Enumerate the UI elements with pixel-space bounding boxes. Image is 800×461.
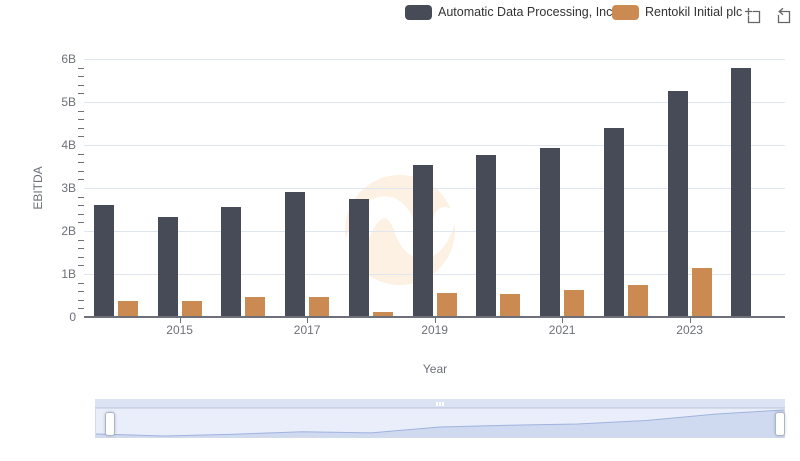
y-minor-tick — [78, 162, 84, 164]
datazoom-move-handle[interactable] — [95, 399, 785, 408]
gridline-3B — [84, 188, 785, 189]
bar-adp-2018[interactable] — [348, 199, 369, 317]
datazoom-right-handle[interactable] — [775, 412, 785, 436]
x-tick-label-2019: 2019 — [421, 323, 448, 337]
y-tick-label-6B: 6B — [61, 52, 76, 66]
bar-rentokil-2019[interactable] — [436, 293, 457, 317]
y-minor-tick — [78, 93, 84, 95]
y-minor-tick — [78, 119, 84, 121]
x-tick-2021 — [562, 318, 564, 323]
bar-adp-2017[interactable] — [285, 192, 306, 317]
x-tick-label-2021: 2021 — [548, 323, 576, 337]
y-minor-tick — [78, 239, 84, 241]
restore-icon[interactable] — [774, 7, 791, 24]
bar-adp-2016[interactable] — [221, 206, 242, 317]
bar-rentokil-2016[interactable] — [245, 296, 266, 317]
y-minor-tick — [78, 265, 84, 267]
bar-adp-2024[interactable] — [731, 67, 752, 317]
bar-adp-2020[interactable] — [476, 155, 497, 317]
x-tick-2015 — [179, 318, 181, 323]
bar-adp-2023[interactable] — [667, 91, 688, 317]
x-axis-title: Year — [422, 362, 448, 376]
bar-adp-2022[interactable] — [603, 127, 624, 317]
y-minor-tick — [78, 222, 84, 224]
y-minor-tick — [78, 308, 84, 310]
y-minor-tick — [78, 291, 84, 293]
legend-swatch-adp — [405, 5, 432, 20]
legend-item-rentokil[interactable]: Rentokil Initial plc — [612, 5, 742, 20]
x-tick-2019 — [434, 318, 436, 323]
bar-rentokil-2021[interactable] — [564, 289, 585, 317]
x-tick-2023 — [689, 318, 691, 323]
y-minor-tick — [78, 256, 84, 258]
x-tick-2017 — [307, 318, 309, 323]
y-tick-label-2B: 2B — [61, 224, 76, 238]
gridline-1B — [84, 274, 785, 275]
y-minor-tick — [78, 248, 84, 250]
bar-adp-2021[interactable] — [540, 148, 561, 317]
y-minor-tick — [78, 153, 84, 155]
chart-toolbox — [744, 7, 791, 24]
zoom-box-icon[interactable] — [744, 7, 761, 24]
bar-rentokil-2020[interactable] — [500, 293, 521, 317]
datazoom-track[interactable] — [95, 408, 785, 438]
y-minor-tick — [78, 299, 84, 301]
y-minor-tick — [78, 282, 84, 284]
y-tick-label-0: 0 — [69, 310, 76, 324]
gridline-5B — [84, 102, 785, 103]
y-minor-tick — [78, 67, 84, 69]
y-minor-tick — [78, 136, 84, 138]
gridline-4B — [84, 145, 785, 146]
y-tick-label-5B: 5B — [61, 95, 76, 109]
gridline-6B — [84, 59, 785, 60]
bar-rentokil-2017[interactable] — [309, 296, 330, 317]
gridline-2B — [84, 231, 785, 232]
y-minor-tick — [78, 170, 84, 172]
legend-swatch-rentokil — [612, 5, 639, 20]
datazoom-left-handle[interactable] — [105, 412, 115, 436]
y-tick-label-3B: 3B — [61, 181, 76, 195]
bar-rentokil-2022[interactable] — [627, 285, 648, 317]
plot-area — [84, 59, 785, 317]
y-minor-tick — [78, 76, 84, 78]
y-minor-tick — [78, 213, 84, 215]
bar-rentokil-2023[interactable] — [691, 268, 712, 317]
bar-rentokil-2018[interactable] — [372, 311, 393, 317]
y-minor-tick — [78, 84, 84, 86]
x-tick-label-2023: 2023 — [676, 323, 703, 337]
x-tick-label-2015: 2015 — [166, 323, 193, 337]
bar-rentokil-2014[interactable] — [117, 300, 138, 317]
y-minor-tick — [78, 179, 84, 181]
legend-item-adp[interactable]: Automatic Data Processing, Inc. — [405, 5, 616, 20]
datazoom-grip-icon — [436, 401, 444, 406]
bar-rentokil-2015[interactable] — [181, 301, 202, 317]
bar-adp-2019[interactable] — [412, 165, 433, 317]
y-tick-label-1B: 1B — [61, 267, 76, 281]
y-minor-tick — [78, 196, 84, 198]
y-minor-tick — [78, 205, 84, 207]
datazoom-data-shadow — [95, 409, 785, 437]
y-tick-label-4B: 4B — [61, 138, 76, 152]
y-minor-tick — [78, 110, 84, 112]
x-tick-label-2017: 2017 — [293, 323, 321, 337]
bar-adp-2015[interactable] — [157, 216, 178, 317]
y-minor-tick — [78, 127, 84, 129]
y-axis-title: EBITDA — [31, 166, 45, 210]
legend-label-adp: Automatic Data Processing, Inc. — [438, 5, 616, 19]
legend-label-rentokil: Rentokil Initial plc — [645, 5, 743, 19]
x-axis-line — [84, 316, 785, 318]
datazoom-slider[interactable] — [95, 399, 785, 439]
bar-adp-2014[interactable] — [93, 205, 114, 317]
